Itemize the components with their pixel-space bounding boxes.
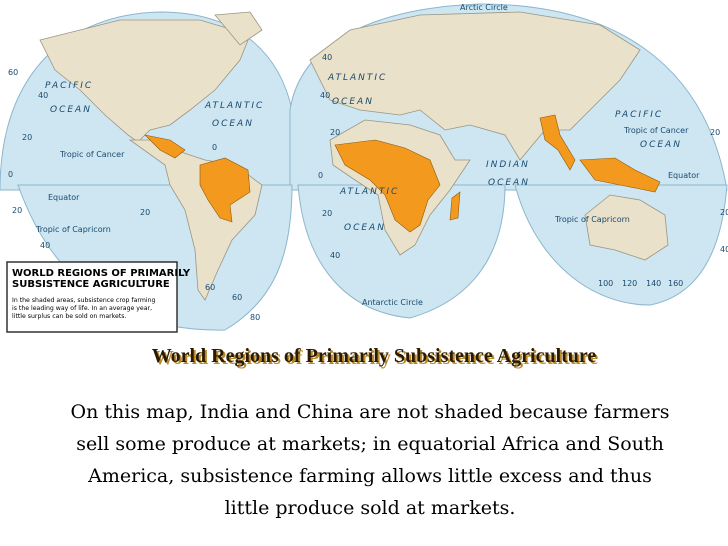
map-label: Tropic of Cancer [59, 150, 125, 159]
map-label: 140 [646, 279, 661, 288]
map-label: 0 [212, 143, 217, 152]
map-label: 60 [232, 293, 242, 302]
legend-title: WORLD REGIONS OF PRIMARILY [12, 268, 191, 279]
caption-line: sell some produce at markets; in equator… [76, 433, 664, 455]
map-label: 40 [320, 91, 330, 100]
caption-line: little produce sold at markets. [225, 497, 516, 519]
map-label: 40 [40, 241, 50, 250]
subsistence-regions [144, 114, 661, 233]
map-label: ATLANTIC [204, 101, 264, 111]
legend-box [6, 261, 178, 333]
map-label: OCEAN [640, 140, 682, 150]
map-label: PACIFIC [45, 81, 93, 91]
map-label: 20 [710, 128, 720, 137]
map-label: INDIAN [486, 160, 530, 170]
map-label: 0 [8, 170, 13, 179]
map-label: 40 [322, 53, 332, 62]
map-label: OCEAN [344, 223, 386, 233]
map-label: 100 [598, 279, 613, 288]
map-label: 40 [38, 91, 48, 100]
map-label: 20 [330, 128, 340, 137]
map-label: 40 [330, 251, 340, 260]
map-label: ATLANTIC [339, 187, 399, 197]
map-label: Equator [668, 171, 700, 180]
legend-body: In the shaded areas, subsistence crop fa… [12, 297, 155, 304]
slide-title: World Regions of Primarily Subsistence A… [152, 345, 597, 367]
slide-title-shadow: World Regions of Primarily Subsistence A… [154, 347, 599, 369]
map-label: 80 [250, 313, 260, 322]
map-label: ATLANTIC [327, 73, 387, 83]
map-label: 20 [322, 209, 332, 218]
map-label: Antarctic Circle [362, 298, 423, 307]
map-label: 120 [622, 279, 637, 288]
map-label: 40 [720, 245, 728, 254]
legend-body: is the leading way of life. In an averag… [12, 305, 152, 312]
map-label: 160 [668, 279, 683, 288]
map-label: 60 [8, 68, 18, 77]
map-label: 20 [12, 206, 22, 215]
map-label: OCEAN [50, 105, 92, 115]
map-label: 20 [720, 208, 728, 217]
map-label: Tropic of Capricorn [554, 215, 630, 224]
map-label: PACIFIC [615, 110, 663, 120]
map-label: OCEAN [488, 178, 530, 188]
map-label: 0 [318, 171, 323, 180]
map-label: 20 [22, 133, 32, 142]
map-label: Equator [48, 193, 80, 202]
map-label: 20 [140, 208, 150, 217]
map-label: 60 [205, 283, 215, 292]
caption-line: On this map, India and China are not sha… [71, 401, 670, 423]
legend-body: little surplus can be sold on markets. [12, 313, 126, 320]
map-label: Tropic of Capricorn [35, 225, 111, 234]
caption-line: America, subsistence farming allows litt… [87, 465, 652, 487]
map-label: OCEAN [332, 97, 374, 107]
map-label: Arctic Circle [460, 3, 508, 12]
map-label: Tropic of Cancer [623, 126, 689, 135]
legend-title: SUBSISTENCE AGRICULTURE [12, 279, 170, 290]
map-label: OCEAN [212, 119, 254, 129]
